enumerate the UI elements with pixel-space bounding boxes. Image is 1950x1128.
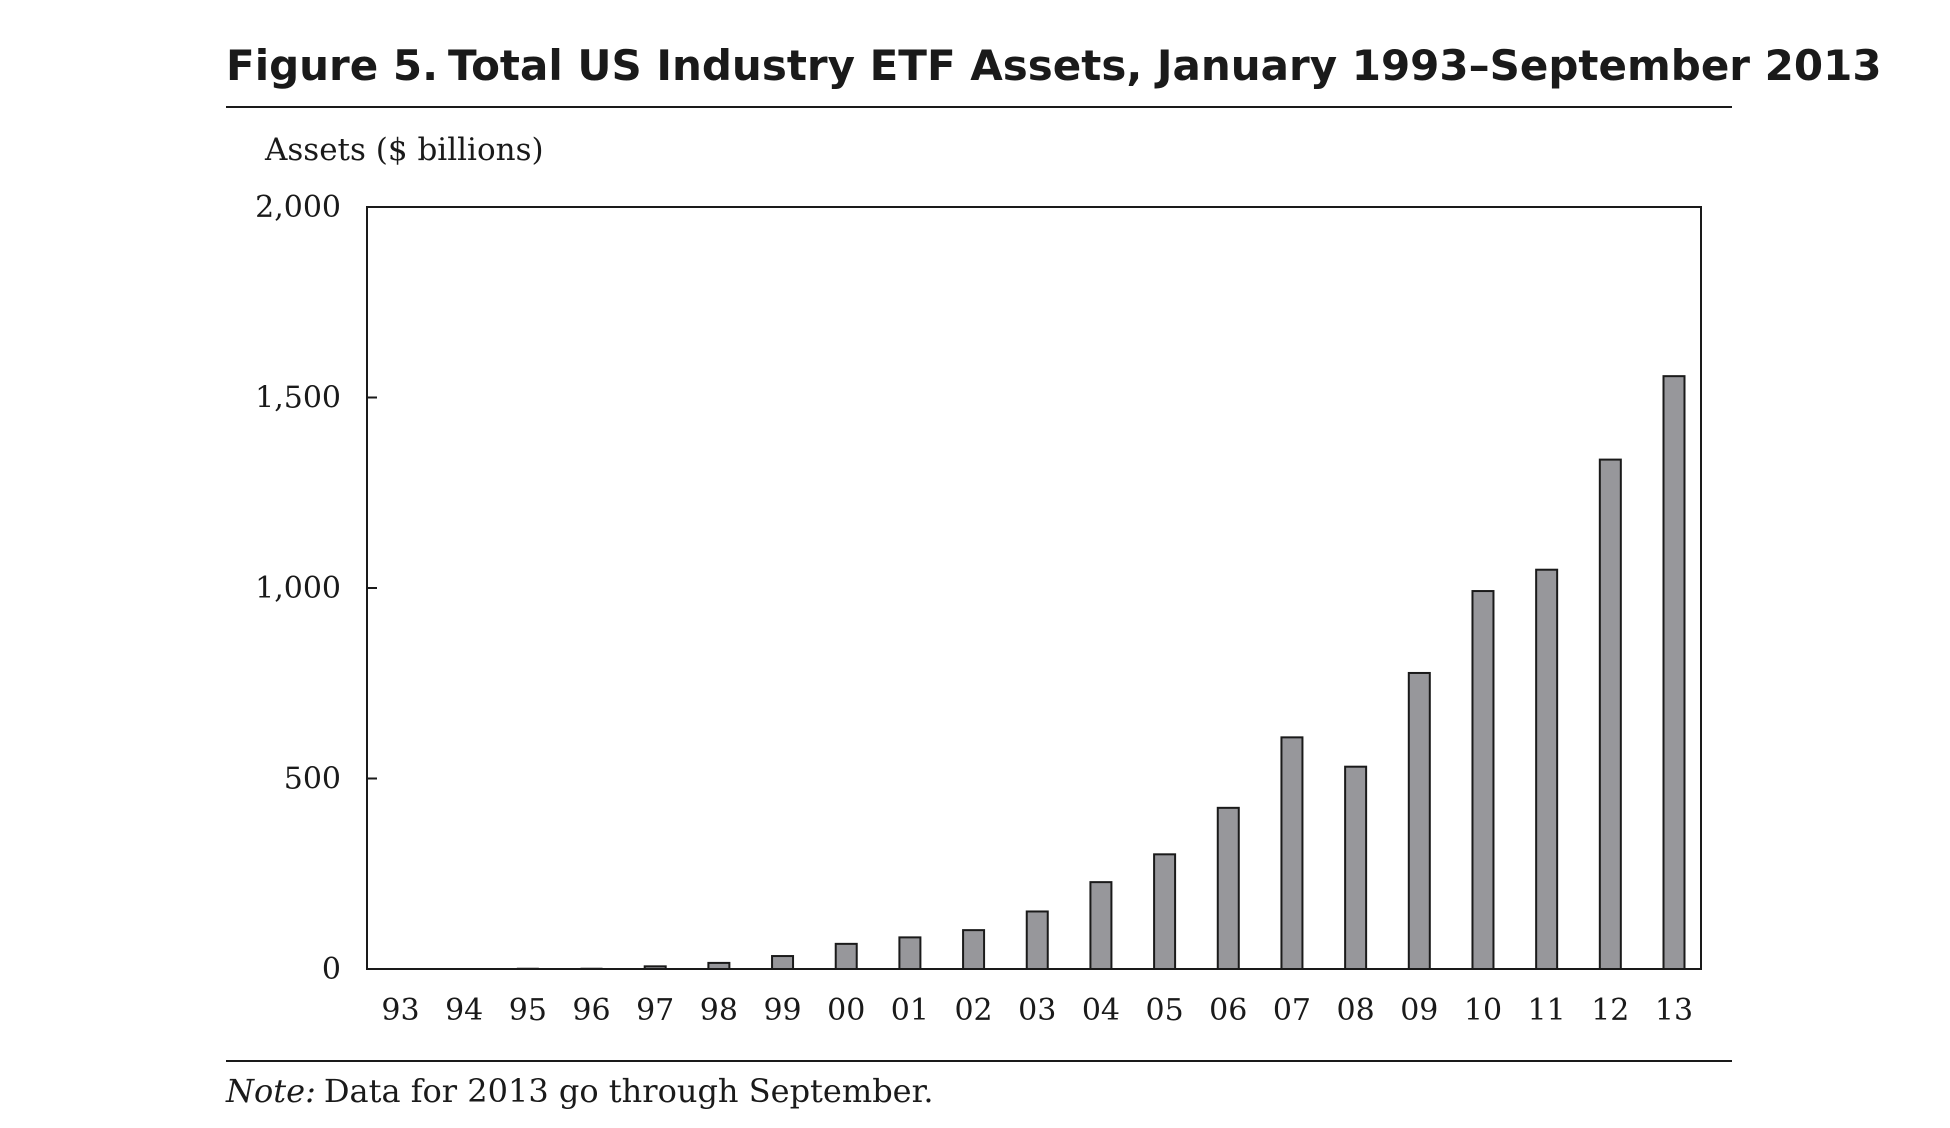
x-tick-label: 05 bbox=[1146, 993, 1184, 1028]
bar-03 bbox=[1025, 910, 1049, 970]
y-tick-label: 1,500 bbox=[255, 381, 341, 416]
x-tick-label: 12 bbox=[1591, 993, 1629, 1028]
y-tick-label: 1,000 bbox=[255, 571, 341, 606]
x-tick-label: 10 bbox=[1464, 993, 1502, 1028]
x-tick-label: 96 bbox=[572, 993, 610, 1028]
x-tick-label: 99 bbox=[763, 993, 801, 1028]
bar-08 bbox=[1344, 765, 1368, 971]
x-axis: 93 94 95 96 97 98 99 00 01 02 03 04 05 06 07 08 09 10 11 12… bbox=[381, 993, 1693, 1028]
bar-10 bbox=[1471, 590, 1495, 970]
bar-12 bbox=[1598, 458, 1622, 970]
x-tick-label: 94 bbox=[445, 993, 483, 1028]
x-tick-label: 02 bbox=[954, 993, 992, 1028]
bar-99 bbox=[771, 955, 795, 971]
figure-title: Total US Industry ETF Assets, January 19… bbox=[448, 41, 1882, 90]
bar-02 bbox=[962, 929, 986, 970]
bar-09 bbox=[1407, 671, 1431, 970]
bar-07 bbox=[1280, 736, 1304, 970]
y-axis-label: Assets ($ billions) bbox=[264, 132, 544, 168]
x-tick-label: 95 bbox=[509, 993, 547, 1028]
x-tick-label: 00 bbox=[827, 993, 865, 1028]
bar-06 bbox=[1216, 806, 1240, 970]
bar-98 bbox=[707, 961, 731, 970]
x-tick-label: 01 bbox=[891, 993, 929, 1028]
x-tick-label: 98 bbox=[700, 993, 738, 1028]
bar-series bbox=[389, 375, 1686, 971]
plot-frame bbox=[366, 206, 1702, 970]
figure-number: Figure 5. bbox=[226, 41, 438, 90]
y-tick-label: 2,000 bbox=[255, 190, 341, 225]
x-tick-label: 06 bbox=[1209, 993, 1247, 1028]
bar-95 bbox=[516, 967, 539, 970]
x-tick-label: 08 bbox=[1337, 993, 1375, 1028]
x-tick-label: 97 bbox=[636, 993, 674, 1028]
y-axis: 0 500 1,000 1,500 2,000 bbox=[255, 190, 377, 987]
x-tick-label: 13 bbox=[1655, 993, 1693, 1028]
bar-04 bbox=[1089, 881, 1113, 971]
bar-11 bbox=[1535, 568, 1559, 970]
x-tick-label: 93 bbox=[381, 993, 419, 1028]
bar-01 bbox=[898, 936, 922, 971]
x-tick-label: 09 bbox=[1400, 993, 1438, 1028]
note: Note: Data for 2013 go through September. bbox=[225, 1072, 934, 1110]
x-tick-label: 04 bbox=[1082, 993, 1120, 1028]
y-tick-label: 500 bbox=[284, 762, 341, 797]
x-tick-label: 03 bbox=[1018, 993, 1056, 1028]
note-label: Note: bbox=[225, 1072, 316, 1110]
y-tick-label: 0 bbox=[322, 952, 341, 987]
bar-05 bbox=[1153, 853, 1177, 970]
x-tick-label: 11 bbox=[1528, 993, 1566, 1028]
bar-00 bbox=[834, 942, 858, 971]
x-tick-label: 07 bbox=[1273, 993, 1311, 1028]
note-text: Data for 2013 go through September. bbox=[324, 1072, 934, 1110]
bar-13 bbox=[1662, 375, 1686, 970]
bar-96 bbox=[580, 967, 603, 970]
bar-97 bbox=[643, 965, 667, 971]
